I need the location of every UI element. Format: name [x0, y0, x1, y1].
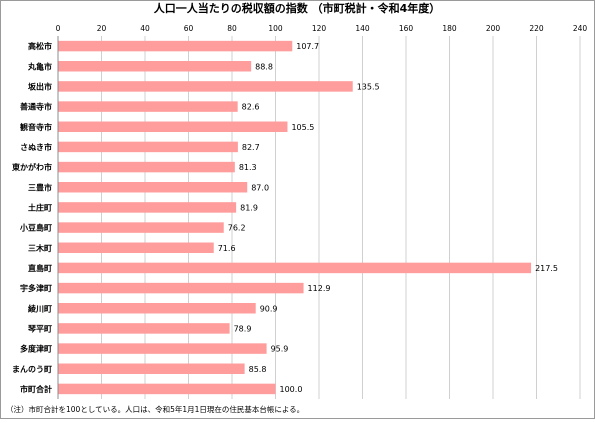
- value-label: 85.8: [249, 365, 267, 374]
- x-tick-label: 80: [227, 24, 237, 33]
- value-label: 95.9: [271, 345, 289, 354]
- x-tick-label: 220: [529, 24, 544, 33]
- x-tick-label: 0: [56, 24, 61, 33]
- value-label: 112.9: [308, 284, 331, 293]
- value-labels: 107.7 88.8 135.5 82.6 105.5 82.7 81.3 87.0 81.9 7…: [218, 42, 558, 394]
- value-label: 78.9: [234, 324, 252, 333]
- bar: [58, 121, 288, 132]
- x-tick-label: 180: [442, 24, 457, 33]
- category-label: 琴平町: [27, 324, 52, 333]
- bars: [58, 40, 532, 395]
- category-label: 東かがわ市: [12, 162, 52, 172]
- bar: [58, 363, 245, 374]
- category-label: 綾川町: [28, 303, 52, 313]
- value-label: 135.5: [357, 82, 380, 91]
- category-label: 小豆島町: [19, 223, 52, 233]
- value-label: 71.6: [218, 244, 236, 253]
- x-tick-label: 60: [184, 24, 194, 33]
- x-tick-label: 240: [573, 24, 588, 33]
- bar: [58, 222, 224, 233]
- x-tick-label: 100: [268, 24, 283, 33]
- bar: [58, 182, 248, 193]
- bar: [58, 383, 276, 395]
- value-label: 100.0: [280, 385, 303, 394]
- x-tick-label: 40: [140, 24, 150, 33]
- bar: [58, 282, 304, 294]
- category-label: さぬき市: [20, 142, 52, 152]
- value-label: 76.2: [228, 224, 246, 233]
- x-axis-ticks: 0 20 40 60 80 100 120 140 160 180 200 220 240: [56, 24, 588, 33]
- bar: [58, 161, 235, 173]
- category-label: 多度津町: [20, 344, 52, 354]
- bar: [58, 61, 252, 72]
- bar: [58, 323, 230, 334]
- category-label: 市町合計: [20, 384, 52, 394]
- category-label: 高松市: [28, 41, 52, 51]
- bar: [58, 141, 238, 153]
- value-label: 82.6: [242, 103, 260, 112]
- bar: [58, 40, 293, 52]
- x-tick-label: 140: [355, 24, 370, 33]
- x-tick-label: 160: [399, 24, 414, 33]
- bar: [58, 343, 267, 354]
- value-label: 107.7: [296, 42, 319, 51]
- category-labels: 高松市丸亀市坂出市善通寺市観音寺市さぬき市東かがわ市三豊市土庄町小豆島町三木町直…: [12, 41, 52, 394]
- value-label: 217.5: [535, 264, 558, 273]
- bar: [58, 202, 237, 213]
- bar: [58, 262, 532, 274]
- value-label: 81.9: [240, 203, 258, 212]
- category-label: 三木町: [28, 243, 52, 253]
- category-label: 直島町: [28, 263, 52, 273]
- category-label: 土庄町: [28, 202, 52, 212]
- x-tick-label: 200: [486, 24, 501, 33]
- category-label: 三豊市: [28, 182, 52, 192]
- bar: [58, 101, 238, 112]
- category-label: 観音寺市: [20, 122, 52, 132]
- value-label: 87.0: [251, 183, 269, 192]
- gridlines: [101, 36, 581, 399]
- value-label: 88.8: [255, 62, 273, 71]
- value-label: 81.3: [239, 163, 257, 172]
- category-label: 坂出市: [28, 81, 52, 91]
- value-label: 105.5: [291, 123, 314, 132]
- value-label: 82.7: [242, 143, 260, 152]
- chart-title: 人口一人当たりの税収額の指数 （市町税計・令和4年度）: [154, 1, 440, 15]
- bar: [58, 303, 256, 314]
- category-label: 善通寺市: [20, 102, 52, 112]
- bar: [58, 81, 353, 92]
- category-label: 丸亀市: [27, 61, 52, 71]
- value-label: 90.9: [260, 304, 278, 313]
- x-tick-label: 20: [97, 24, 107, 33]
- category-label: 宇多津町: [20, 283, 52, 293]
- category-label: まんのう町: [12, 365, 52, 374]
- footnote: （注）市町合計を100としている。人口は、令和5年1月1日現在の住民基本台帳によ…: [6, 404, 304, 414]
- bar: [58, 242, 214, 253]
- x-tick-label: 120: [312, 24, 327, 33]
